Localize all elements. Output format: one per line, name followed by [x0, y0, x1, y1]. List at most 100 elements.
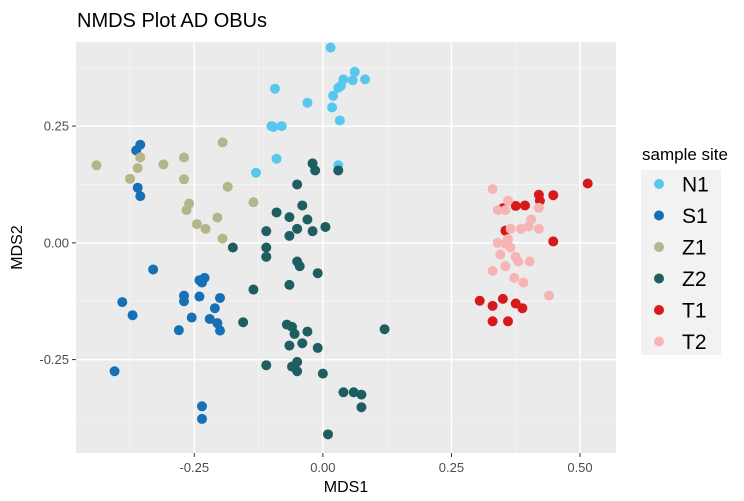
data-point	[500, 261, 511, 272]
data-point	[505, 223, 516, 234]
data-point	[284, 212, 295, 223]
data-point	[125, 173, 135, 184]
data-point	[356, 389, 367, 400]
data-point	[173, 325, 184, 336]
data-point	[135, 191, 146, 202]
data-point	[503, 195, 513, 206]
data-point	[497, 293, 508, 304]
legend-label-s1: S1	[682, 205, 708, 228]
legend: sample site N1 S1 Z1 Z2 T1 T2	[641, 145, 728, 355]
legend-key-z2	[654, 273, 664, 284]
data-point	[487, 265, 498, 276]
data-point	[328, 90, 339, 101]
data-point	[510, 200, 521, 211]
legend-title: sample site	[642, 145, 728, 164]
series-z2	[227, 158, 390, 440]
data-point	[317, 368, 328, 379]
data-point	[132, 182, 143, 193]
data-point	[135, 152, 146, 163]
data-point	[548, 190, 559, 201]
data-point	[513, 256, 524, 267]
data-point	[251, 167, 261, 178]
data-point	[533, 223, 544, 234]
data-point	[487, 184, 498, 195]
data-point	[194, 291, 205, 302]
data-point	[325, 42, 336, 53]
legend-key-t2	[654, 336, 664, 347]
legend-key-background	[641, 170, 721, 355]
data-point	[334, 115, 345, 126]
series-s1	[109, 139, 225, 424]
chart-title: NMDS Plot AD OBUs	[77, 10, 267, 32]
data-point	[200, 223, 211, 234]
data-point	[284, 230, 295, 241]
data-point	[261, 226, 272, 237]
legend-label-z1: Z1	[682, 237, 707, 260]
y-tick-label: 0.25	[44, 119, 69, 134]
x-tick-label: 0.50	[567, 460, 592, 475]
data-point	[519, 200, 530, 211]
data-point	[515, 223, 526, 234]
x-tick-label: -0.25	[179, 460, 209, 475]
y-tick-label: -0.25	[39, 352, 69, 367]
data-point	[261, 242, 272, 253]
legend-label-t2: T2	[682, 331, 707, 354]
data-point	[261, 360, 272, 371]
data-point	[327, 102, 338, 113]
grid-lines	[76, 42, 616, 453]
data-point	[348, 387, 359, 398]
data-point	[523, 221, 534, 232]
data-point	[148, 264, 159, 275]
data-point	[500, 205, 511, 216]
data-point	[292, 223, 303, 234]
data-point	[509, 272, 520, 283]
data-point	[294, 261, 305, 272]
data-point	[179, 296, 189, 307]
data-point	[284, 279, 295, 290]
data-point	[338, 387, 349, 398]
x-tick-label: 0.00	[310, 460, 335, 475]
legend-key-t1	[654, 305, 664, 315]
legend-label-z2: Z2	[682, 268, 707, 291]
data-point	[276, 121, 287, 132]
data-point	[505, 242, 516, 253]
data-point	[487, 300, 498, 311]
data-point	[215, 292, 225, 303]
legend-key-n1	[654, 179, 664, 189]
x-axis-title: MDS1	[324, 479, 369, 496]
data-point	[212, 212, 223, 223]
axes: -0.25 0.00 0.25 0.50 -0.25 0.00 0.25	[39, 119, 592, 475]
data-point	[191, 219, 202, 230]
data-point	[204, 313, 215, 324]
data-point	[310, 165, 321, 176]
data-point	[356, 402, 367, 413]
data-point	[379, 324, 390, 335]
data-point	[487, 316, 498, 327]
data-point	[360, 74, 371, 85]
series-z1	[91, 137, 259, 244]
data-point	[292, 179, 303, 190]
legend-key-s1	[654, 210, 664, 221]
data-point	[320, 221, 331, 232]
data-point	[127, 310, 138, 321]
data-point	[109, 366, 120, 377]
data-point	[474, 295, 485, 306]
data-point	[117, 297, 128, 308]
y-axis-title: MDS2	[9, 225, 26, 270]
data-point	[158, 159, 169, 170]
data-point	[238, 317, 249, 328]
series-n1	[251, 42, 371, 178]
data-point	[302, 97, 313, 108]
data-point	[548, 236, 559, 247]
data-point	[227, 242, 238, 253]
data-point	[333, 165, 344, 176]
data-point	[248, 197, 259, 208]
data-point	[179, 174, 189, 185]
data-point	[181, 205, 192, 216]
data-point	[132, 163, 143, 174]
data-point	[307, 226, 318, 237]
data-point	[186, 312, 197, 323]
x-tick-label: 0.25	[439, 460, 464, 475]
data-point	[270, 83, 281, 94]
plot-panel	[76, 42, 616, 453]
